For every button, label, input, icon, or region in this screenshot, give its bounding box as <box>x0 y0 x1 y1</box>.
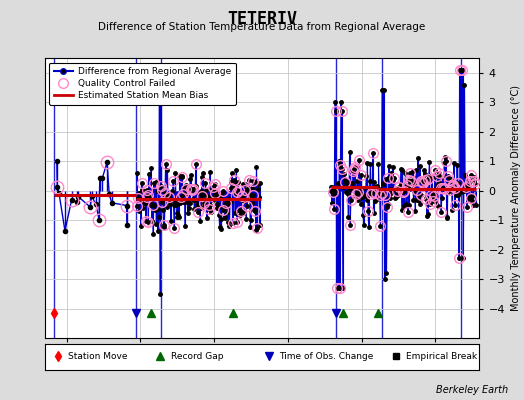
Text: Difference of Station Temperature Data from Regional Average: Difference of Station Temperature Data f… <box>99 22 425 32</box>
Text: Empirical Break: Empirical Break <box>406 352 477 361</box>
Legend: Difference from Regional Average, Quality Control Failed, Estimated Station Mean: Difference from Regional Average, Qualit… <box>49 62 236 105</box>
Text: Record Gap: Record Gap <box>171 352 223 361</box>
Y-axis label: Monthly Temperature Anomaly Difference (°C): Monthly Temperature Anomaly Difference (… <box>510 85 520 311</box>
Text: TETERIV: TETERIV <box>227 10 297 28</box>
Text: Station Move: Station Move <box>69 352 128 361</box>
Text: Berkeley Earth: Berkeley Earth <box>436 385 508 395</box>
Text: Time of Obs. Change: Time of Obs. Change <box>279 352 374 361</box>
